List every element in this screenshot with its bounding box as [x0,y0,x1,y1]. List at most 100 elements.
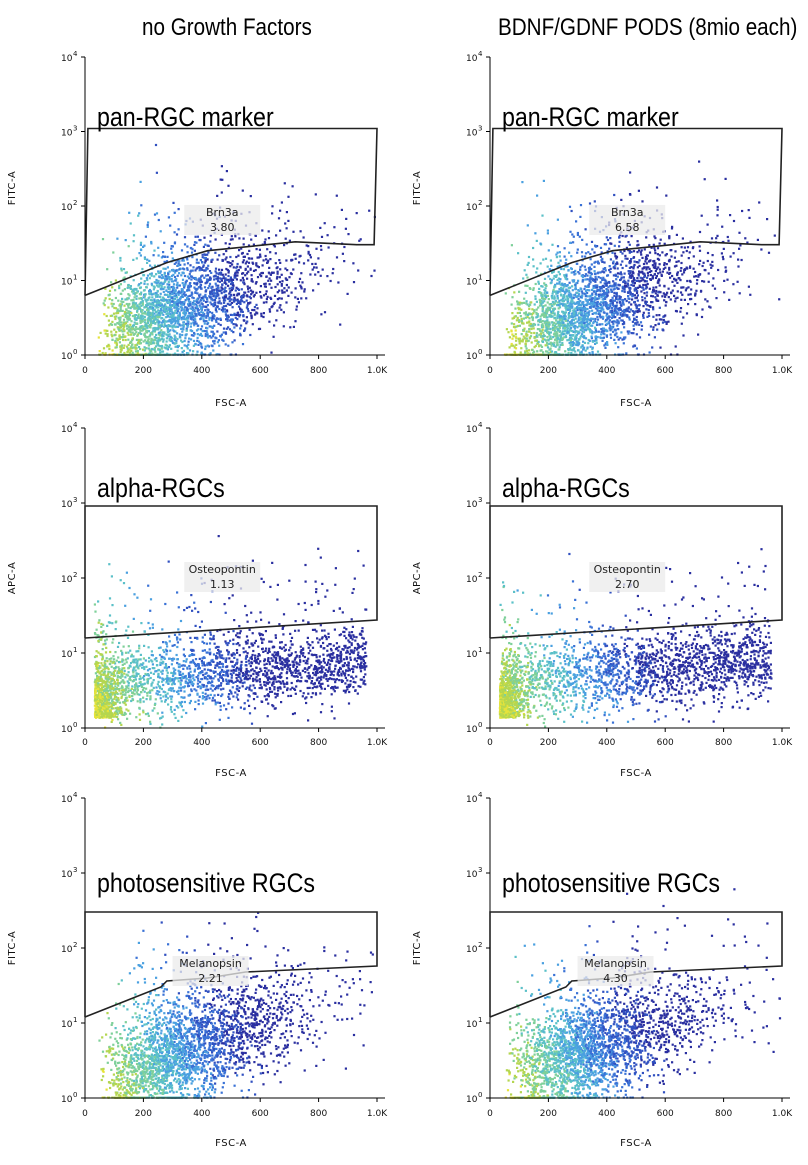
event-dot [729,255,732,258]
gate-polygon[interactable] [84,127,378,297]
event-dot [153,330,156,333]
event-dot [177,208,180,211]
event-dot [599,303,602,306]
event-dot [300,297,303,300]
event-dot [558,273,561,276]
event-dot [176,269,179,272]
event-dot [147,339,150,342]
event-dot [174,330,177,333]
event-dot [586,303,589,306]
event-dot [150,321,153,324]
event-dot [689,293,692,296]
event-dot [652,289,656,292]
event-dot [127,343,130,346]
event-dot [280,308,283,311]
event-dot [613,287,616,290]
event-dot [137,284,140,287]
event-dot [643,292,646,295]
event-dot [209,290,212,293]
event-dot [738,231,741,234]
event-dot [682,251,685,254]
y-tick-exponent: 1 [73,274,77,282]
event-dot [711,264,714,267]
event-dot [189,285,192,288]
event-dot [205,281,208,284]
event-dot [114,341,117,344]
event-dot [591,332,594,335]
event-dot [343,260,346,263]
event-dot [581,333,584,336]
event-dot [550,350,554,353]
event-dot [682,271,686,274]
event-dot [566,325,569,328]
event-dot [173,301,176,304]
event-dot [525,330,528,333]
event-dot [167,335,170,338]
event-dot [176,303,179,306]
event-dot [611,296,614,299]
event-dot [622,342,625,345]
event-dot [134,344,137,347]
event-dot [664,254,667,257]
event-dot [552,270,555,273]
event-dot [112,312,116,315]
event-dot [182,293,185,296]
event-dot [564,335,568,339]
event-dot [616,319,619,322]
event-dot [532,288,535,291]
event-dot [580,353,583,356]
event-dot [317,271,320,274]
event-dot [157,333,161,336]
event-dot [305,244,308,247]
event-dot [279,209,282,212]
event-dot [133,306,136,309]
event-dot [643,275,646,278]
event-dot [178,314,181,317]
event-dot [247,287,250,290]
event-dot [147,338,150,341]
event-dot [548,303,551,306]
event-dot [217,289,220,292]
event-dot [633,317,636,320]
event-dot [165,312,168,315]
event-dot [633,300,636,304]
event-dot [522,277,525,280]
event-dot [580,350,583,353]
event-dot [758,201,761,204]
event-dot [196,282,199,285]
event-dot [148,352,151,355]
event-dot [191,248,194,251]
event-dot [184,334,187,337]
event-dot [341,252,344,255]
event-dot [628,262,631,265]
event-dot [619,278,622,282]
event-dot [233,326,236,329]
event-dot [542,179,545,182]
event-dot [685,312,689,315]
event-dot [167,291,170,294]
event-dot [569,344,572,347]
event-dot [145,330,148,333]
event-dot [589,298,592,301]
event-dot [159,295,162,298]
event-dot [178,323,181,326]
event-dot [203,276,206,279]
event-dot [240,308,243,311]
event-dot [638,323,641,326]
event-dot [157,336,160,340]
event-dot [681,237,684,240]
event-dot [645,308,648,311]
event-dot [154,315,157,318]
event-dot [181,333,184,337]
event-dot [615,278,618,281]
event-dot [320,313,323,316]
event-dot [278,259,281,262]
event-dot [208,270,212,273]
event-dot [196,287,199,290]
event-dot [527,255,531,259]
event-dot [178,260,181,263]
event-dot [586,274,589,277]
event-dot [264,254,267,258]
event-dot [227,184,230,187]
event-dot [658,268,661,271]
